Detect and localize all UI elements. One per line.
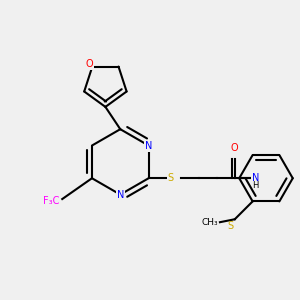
Text: F₃C: F₃C bbox=[43, 196, 59, 206]
Text: N: N bbox=[252, 173, 259, 183]
Text: S: S bbox=[168, 173, 174, 183]
Text: S: S bbox=[227, 221, 233, 231]
Text: CH₃: CH₃ bbox=[202, 218, 218, 227]
Text: N: N bbox=[145, 140, 152, 151]
Text: O: O bbox=[231, 143, 238, 153]
Text: N: N bbox=[117, 190, 124, 200]
Text: H: H bbox=[252, 181, 259, 190]
Text: O: O bbox=[85, 58, 93, 69]
